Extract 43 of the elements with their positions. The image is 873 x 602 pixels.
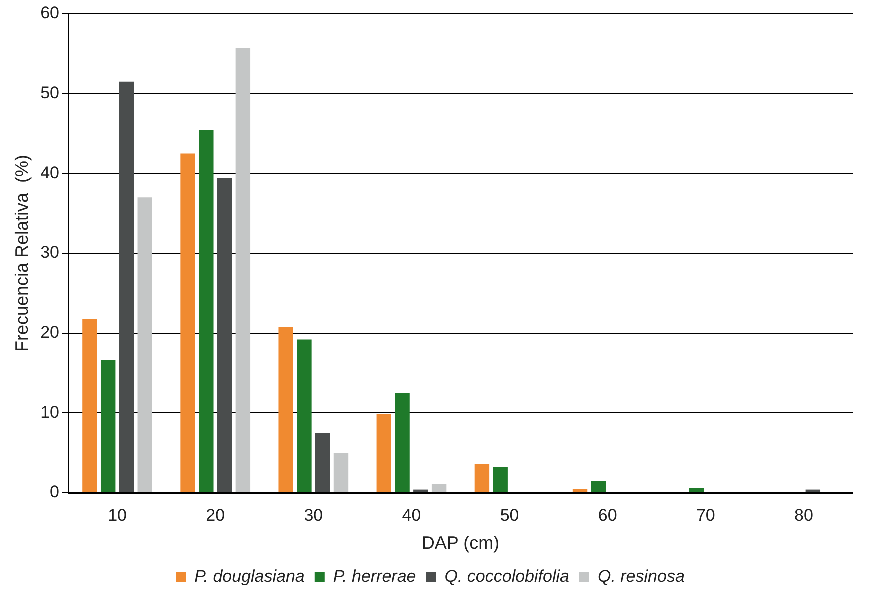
bar <box>316 433 330 492</box>
x-axis-title: DAP (cm) <box>422 533 500 554</box>
y-tick-label: 30 <box>40 243 60 262</box>
bar <box>100 360 116 492</box>
bar <box>376 414 392 492</box>
x-tick-label: 80 <box>794 506 814 525</box>
bar <box>689 488 704 492</box>
legend-label: Q. coccolobifolia <box>444 567 570 586</box>
y-tick-label: 60 <box>40 4 60 23</box>
bar <box>591 481 606 492</box>
y-tick-label: 10 <box>40 402 60 422</box>
bar <box>806 490 821 492</box>
legend-label: P. douglasiana <box>194 567 305 586</box>
y-axis-title: Frecuencia Relativa (%) <box>12 154 32 352</box>
legend-label: Q. resinosa <box>598 567 685 586</box>
bar <box>217 178 232 492</box>
x-tick-label: 70 <box>696 506 716 525</box>
y-tick-label: 40 <box>40 163 60 182</box>
x-tick-label: 30 <box>304 506 324 525</box>
y-tick-label: 50 <box>40 84 60 103</box>
x-tick-label: 10 <box>108 506 127 525</box>
bar <box>82 318 98 492</box>
bar <box>432 484 447 492</box>
x-tick-label: 60 <box>598 506 618 525</box>
bar <box>278 326 294 492</box>
x-tick-label: 40 <box>402 506 422 525</box>
y-tick-label: 0 <box>50 482 60 502</box>
bar <box>297 340 312 492</box>
bar <box>414 490 428 492</box>
bar <box>199 130 214 492</box>
bar <box>138 198 152 492</box>
bar <box>180 154 196 492</box>
bar <box>572 489 588 492</box>
bar <box>493 467 508 492</box>
bar <box>474 464 490 492</box>
bar <box>119 82 134 492</box>
bar <box>395 393 410 492</box>
x-tick-label: 50 <box>500 506 520 525</box>
bar <box>334 453 349 492</box>
bar <box>236 48 251 492</box>
x-tick-label: 20 <box>206 506 226 525</box>
legend-label: P. herrerae <box>333 567 416 586</box>
y-tick-label: 20 <box>40 323 60 342</box>
